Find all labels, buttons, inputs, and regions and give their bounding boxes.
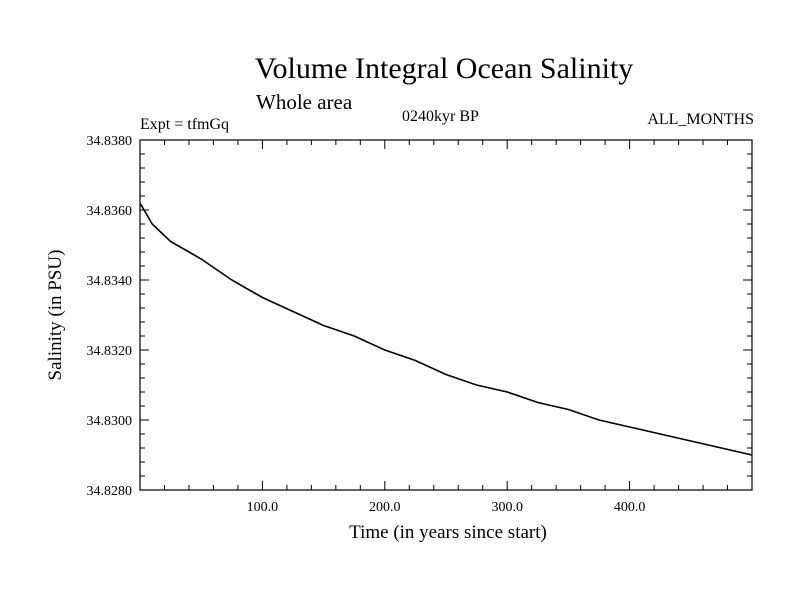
y-tick-label: 34.8360 [87, 204, 133, 219]
x-tick-label: 400.0 [614, 500, 646, 515]
y-tick-labels: 34.8280 34.8300 34.8320 34.8340 34.8360 34.83… [87, 134, 133, 499]
y-tick-label: 34.8320 [87, 344, 133, 359]
experiment-label: Expt = tfmGq [140, 116, 230, 133]
x-tick-labels: 100.0 200.0 300.0 400.0 [247, 500, 646, 515]
period-label: 0240kyr BP [402, 108, 479, 125]
months-label: ALL_MONTHS [647, 111, 754, 128]
y-tick-label: 34.8380 [87, 134, 133, 149]
x-tick-label: 100.0 [247, 500, 279, 515]
chart-subtitle: Whole area [256, 90, 353, 114]
plot-frame [139, 139, 753, 491]
salinity-series-line [139, 202, 753, 456]
y-axis-label: Salinity (in PSU) [45, 250, 66, 381]
x-axis-label: Time (in years since start) [349, 522, 547, 543]
y-tick-label: 34.8340 [87, 274, 133, 289]
chart-title: Volume Integral Ocean Salinity [254, 52, 634, 85]
y-tick-label: 34.8300 [87, 414, 133, 429]
y-tick-label: 34.8280 [87, 484, 133, 499]
tick-marks [140, 140, 752, 490]
x-tick-label: 300.0 [491, 500, 523, 515]
x-tick-label: 200.0 [369, 500, 401, 515]
